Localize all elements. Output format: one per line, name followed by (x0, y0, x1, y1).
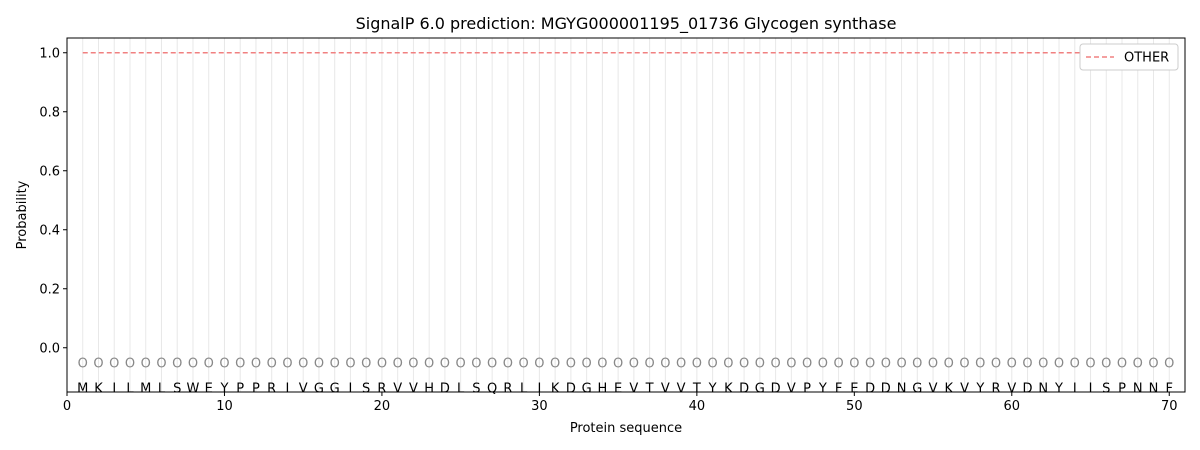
x-tick-label: 30 (531, 399, 548, 414)
x-tick-label: 70 (1161, 399, 1178, 414)
residue-label: V (929, 381, 938, 396)
residue-label: D (865, 381, 875, 396)
residue-label: H (597, 381, 607, 396)
residue-label: E (205, 381, 213, 396)
residue-label: V (1007, 381, 1016, 396)
residue-label: D (739, 381, 749, 396)
residue-label: Y (219, 381, 228, 396)
residue-label: L (520, 381, 528, 396)
residue-label: K (724, 381, 733, 396)
residue-label: S (1102, 381, 1110, 396)
residue-label: L (158, 381, 166, 396)
residue-label: R (992, 381, 1001, 396)
y-tick-label: 0.8 (39, 105, 60, 120)
x-tick-label: 10 (216, 399, 233, 414)
residue-label: Y (708, 381, 717, 396)
residue-label: V (677, 381, 686, 396)
residue-label: N (1133, 381, 1143, 396)
predicted-labels-row: OOOOOOOOOOOOOOOOOOOOOOOOOOOOOOOOOOOOOOOO… (78, 357, 1175, 372)
residue-label: Q (487, 381, 497, 396)
residue-label: V (629, 381, 638, 396)
residue-label: K (945, 381, 954, 396)
x-tick-label: 20 (374, 399, 391, 414)
residue-label: G (912, 381, 922, 396)
y-tick-label: 0.4 (39, 223, 60, 238)
residue-label: R (503, 381, 512, 396)
residue-label: G (582, 381, 592, 396)
residue-label: V (393, 381, 402, 396)
residue-label: Y (975, 381, 984, 396)
legend: OTHER (1079, 43, 1179, 71)
y-axis-label: Probability (15, 180, 30, 249)
residue-label: Y (1054, 381, 1063, 396)
residue-label: N (897, 381, 907, 396)
residue-label: D (881, 381, 891, 396)
residue-label: F (1166, 381, 1173, 396)
residue-label: T (645, 381, 654, 396)
residue-label: G (755, 381, 765, 396)
plot-frame (66, 37, 1186, 393)
residue-label: I (1089, 381, 1093, 396)
legend-label-other: OTHER (1124, 51, 1169, 66)
y-tick-label: 0.2 (39, 282, 60, 297)
residue-label: N (1038, 381, 1048, 396)
residue-label: M (77, 381, 88, 396)
residue-label: E (850, 381, 858, 396)
y-tick-label: 1.0 (39, 46, 60, 61)
residue-label: D (440, 381, 450, 396)
residue-label: T (692, 381, 701, 396)
residue-label: L (457, 381, 465, 396)
residue-label: P (252, 381, 260, 396)
residue-label: V (299, 381, 308, 396)
residue-label: M (140, 381, 151, 396)
residue-label: H (424, 381, 434, 396)
residue-label: I (349, 381, 353, 396)
residue-label: L (126, 381, 134, 396)
residue-label: V (409, 381, 418, 396)
residue-label: D (1023, 381, 1033, 396)
residue-label: F (835, 381, 842, 396)
x-tick-label: 50 (846, 399, 863, 414)
y-tick-label: 0.6 (39, 164, 60, 179)
residue-label: D (566, 381, 576, 396)
residue-label: Y (818, 381, 827, 396)
x-axis-label: Protein sequence (570, 421, 682, 436)
residue-label: S (173, 381, 181, 396)
residue-label: S (362, 381, 370, 396)
x-tick-label: 60 (1004, 399, 1021, 414)
residue-label: P (236, 381, 244, 396)
residue-label: I (1073, 381, 1077, 396)
residue-label: P (1118, 381, 1126, 396)
residue-label: N (1149, 381, 1159, 396)
residue-label: I (112, 381, 116, 396)
residue-label: G (330, 381, 340, 396)
residue-label: E (614, 381, 622, 396)
residue-label: R (267, 381, 276, 396)
chart-title: SignalP 6.0 prediction: MGYG000001195_01… (356, 14, 897, 34)
residue-label: I (286, 381, 290, 396)
residue-label: D (771, 381, 781, 396)
residue-label: G (314, 381, 324, 396)
residue-label: K (94, 381, 103, 396)
x-tick-label: 40 (689, 399, 706, 414)
residue-label: K (551, 381, 560, 396)
x-tick-label: 0 (63, 399, 71, 414)
y-tick-label: 0.0 (39, 341, 60, 356)
residue-label: S (472, 381, 480, 396)
residue-label: R (377, 381, 386, 396)
residue-label: I (537, 381, 541, 396)
residue-label: V (787, 381, 796, 396)
residue-label: V (661, 381, 670, 396)
residue-label: V (960, 381, 969, 396)
residue-label: P (803, 381, 811, 396)
residue-label: W (187, 381, 200, 396)
